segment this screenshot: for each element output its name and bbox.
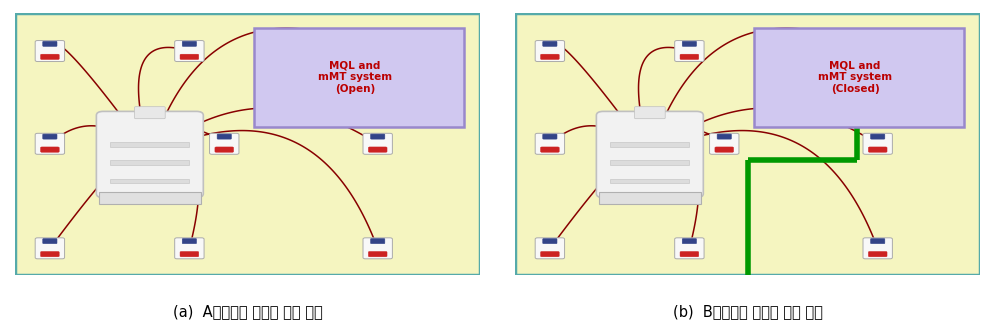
FancyBboxPatch shape [541,54,559,60]
FancyBboxPatch shape [868,54,887,60]
FancyBboxPatch shape [41,147,59,152]
FancyBboxPatch shape [217,134,231,139]
Bar [610,179,689,183]
FancyBboxPatch shape [175,41,204,62]
FancyBboxPatch shape [635,107,665,119]
FancyBboxPatch shape [680,54,699,60]
FancyBboxPatch shape [215,147,234,152]
FancyBboxPatch shape [180,252,199,257]
FancyBboxPatch shape [363,238,392,259]
FancyBboxPatch shape [871,41,885,46]
FancyBboxPatch shape [43,134,57,139]
FancyBboxPatch shape [368,54,387,60]
FancyBboxPatch shape [371,41,385,46]
FancyBboxPatch shape [515,13,980,275]
FancyBboxPatch shape [182,41,196,46]
FancyBboxPatch shape [717,134,731,139]
FancyBboxPatch shape [43,239,57,244]
FancyBboxPatch shape [43,41,57,46]
Bar [110,179,189,183]
FancyBboxPatch shape [596,112,703,198]
Text: (b)  B조건으로 설정된 실험 환경: (b) B조건으로 설정된 실험 환경 [673,304,823,319]
Bar [110,160,189,165]
FancyBboxPatch shape [371,134,385,139]
FancyBboxPatch shape [682,41,696,46]
FancyBboxPatch shape [715,147,734,152]
Bar [599,192,701,204]
FancyBboxPatch shape [363,133,392,154]
FancyBboxPatch shape [541,147,559,152]
FancyBboxPatch shape [15,13,480,275]
FancyBboxPatch shape [868,147,887,152]
FancyBboxPatch shape [371,239,385,244]
FancyBboxPatch shape [543,239,557,244]
FancyBboxPatch shape [541,252,559,257]
FancyBboxPatch shape [675,41,704,62]
FancyBboxPatch shape [363,41,392,62]
FancyBboxPatch shape [35,133,65,154]
FancyBboxPatch shape [535,41,565,62]
FancyBboxPatch shape [41,252,59,257]
FancyBboxPatch shape [543,134,557,139]
FancyBboxPatch shape [135,107,165,119]
FancyBboxPatch shape [535,133,565,154]
FancyBboxPatch shape [543,41,557,46]
FancyBboxPatch shape [368,147,387,152]
FancyBboxPatch shape [175,238,204,259]
Bar [99,192,201,204]
Bar [610,160,689,165]
FancyBboxPatch shape [182,239,196,244]
FancyBboxPatch shape [868,252,887,257]
Text: (a)  A조건으로 설정된 실험 환경: (a) A조건으로 설정된 실험 환경 [173,304,323,319]
FancyBboxPatch shape [96,112,203,198]
FancyBboxPatch shape [180,54,199,60]
Text: MQL and
mMT system
(Closed): MQL and mMT system (Closed) [818,61,892,94]
FancyBboxPatch shape [863,133,892,154]
FancyBboxPatch shape [35,41,65,62]
FancyBboxPatch shape [710,133,739,154]
FancyBboxPatch shape [863,41,892,62]
FancyBboxPatch shape [682,239,696,244]
FancyBboxPatch shape [863,238,892,259]
FancyBboxPatch shape [35,238,65,259]
FancyBboxPatch shape [535,238,565,259]
FancyBboxPatch shape [254,28,464,127]
FancyBboxPatch shape [754,28,964,127]
FancyBboxPatch shape [41,54,59,60]
FancyBboxPatch shape [871,239,885,244]
Bar [610,142,689,147]
Bar [110,142,189,147]
Text: MQL and
mMT system
(Open): MQL and mMT system (Open) [318,61,392,94]
FancyBboxPatch shape [675,238,704,259]
FancyBboxPatch shape [368,252,387,257]
FancyBboxPatch shape [871,134,885,139]
FancyBboxPatch shape [210,133,239,154]
FancyBboxPatch shape [680,252,699,257]
